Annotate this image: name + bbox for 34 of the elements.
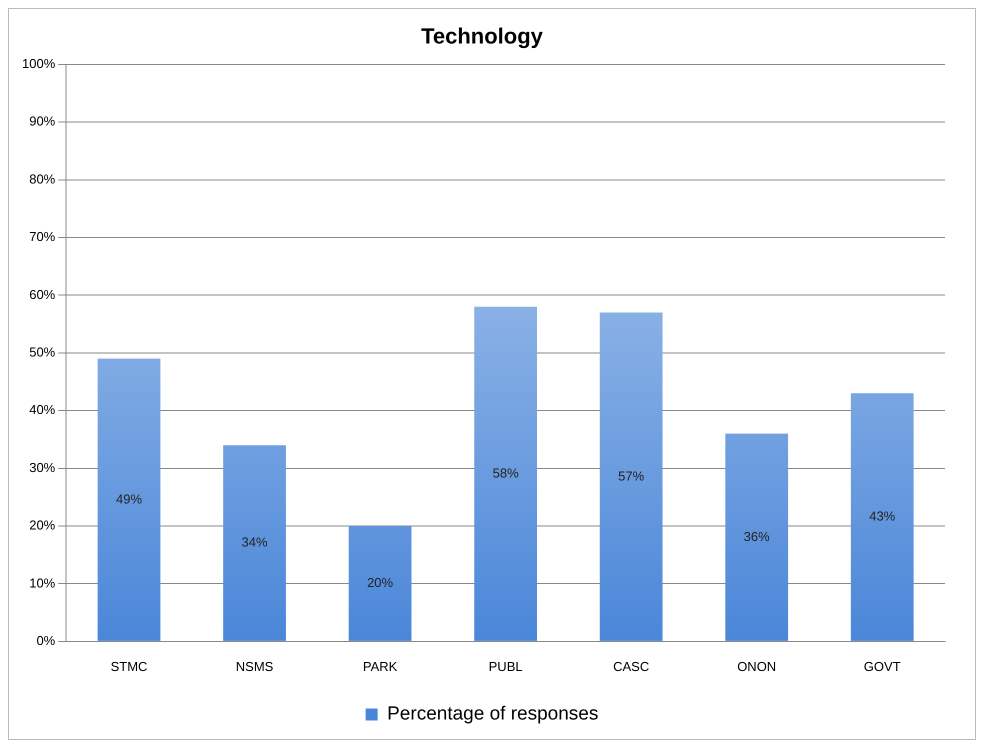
bar <box>223 445 286 641</box>
bar <box>98 358 160 641</box>
data-label: 36% <box>744 528 770 544</box>
bar <box>348 526 412 641</box>
data-label: 57% <box>618 468 645 484</box>
y-tick-label: 40% <box>29 402 56 418</box>
y-tick-label: 50% <box>29 344 56 360</box>
chart-title: Technology <box>421 23 544 48</box>
data-label: 58% <box>492 465 520 480</box>
y-tick-label: 0% <box>36 632 56 648</box>
y-tick-label: 20% <box>29 518 56 533</box>
data-label: 43% <box>869 508 896 524</box>
data-label: 49% <box>116 491 142 506</box>
bar <box>725 434 788 641</box>
bar <box>600 312 663 641</box>
y-tick-label: 90% <box>29 114 56 129</box>
x-tick-label: PUBL <box>488 658 523 674</box>
x-tick-label: CASC <box>613 658 650 674</box>
x-tick-label: ONON <box>737 658 776 674</box>
y-tick-label: 30% <box>29 460 56 475</box>
y-tick-label: 60% <box>29 286 56 302</box>
x-tick-label: STMC <box>110 658 148 674</box>
data-label: 20% <box>367 575 394 590</box>
bar <box>474 306 538 641</box>
y-tick-label: 100% <box>22 56 56 71</box>
y-tick-label: 80% <box>29 171 56 186</box>
data-label: 34% <box>242 534 268 550</box>
bar <box>850 393 914 641</box>
x-tick-label: NSMS <box>236 658 274 674</box>
y-tick-label: 70% <box>29 229 56 244</box>
x-tick-label: PARK <box>362 658 398 674</box>
y-tick-label: 10% <box>29 575 56 590</box>
legend-label: Percentage of responses <box>387 704 598 725</box>
x-tick-label: GOVT <box>864 658 901 674</box>
